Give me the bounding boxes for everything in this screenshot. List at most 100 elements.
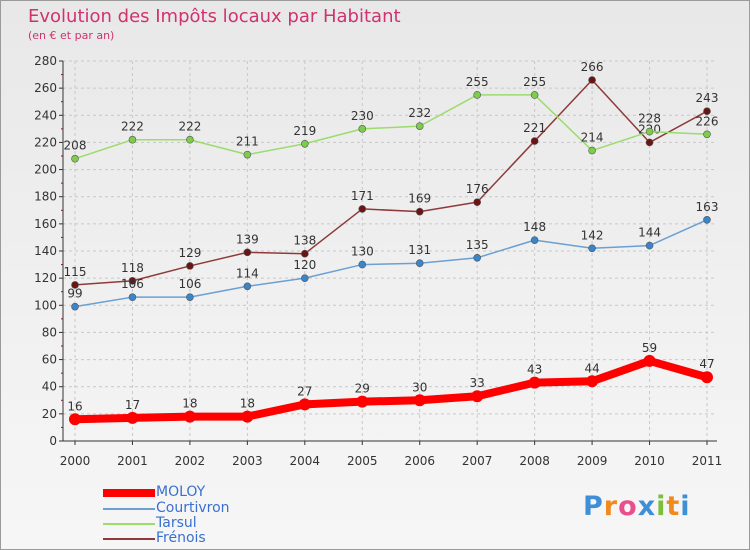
data-point-moloy [701, 371, 713, 384]
x-tick-label: 2003 [232, 454, 263, 468]
data-point-courtivron [186, 293, 194, 301]
data-label-tarsul: 219 [293, 124, 316, 138]
y-tick-label: 200 [34, 163, 57, 177]
data-point-frenois [530, 137, 539, 145]
data-point-moloy [126, 411, 139, 424]
data-point-tarsul [415, 122, 424, 130]
data-point-tarsul [645, 127, 654, 136]
data-label-frenois: 221 [523, 121, 546, 135]
x-tick-label: 2011 [692, 454, 723, 468]
logo-letter: i [656, 491, 667, 522]
data-point-courtivron [128, 293, 137, 301]
data-point-courtivron [358, 260, 367, 269]
data-point-frenois [473, 198, 481, 206]
data-point-courtivron [243, 282, 252, 291]
data-point-tarsul [473, 91, 481, 99]
data-label-courtivron: 106 [121, 277, 144, 291]
data-label-tarsul: 211 [236, 135, 259, 149]
data-label-courtivron: 144 [638, 226, 661, 240]
data-label-moloy: 27 [297, 384, 312, 398]
data-label-tarsul: 232 [408, 106, 431, 120]
data-label-tarsul: 222 [121, 120, 144, 134]
data-point-moloy [183, 410, 196, 423]
data-label-moloy: 29 [355, 382, 370, 396]
series-line-courtivron [74, 219, 708, 308]
x-tick-label: 2001 [117, 454, 148, 468]
y-tick-label: 120 [34, 271, 57, 285]
data-label-frenois: 118 [121, 261, 144, 275]
data-point-moloy [528, 376, 541, 389]
data-label-tarsul: 226 [696, 114, 719, 128]
legend-label-frenois: Frénois [156, 530, 206, 546]
data-point-tarsul [703, 130, 711, 139]
legend-swatch-courtivron [103, 508, 155, 510]
data-point-courtivron [71, 302, 79, 311]
legend-item-courtivron: Courtivron [103, 500, 363, 517]
series-line-moloy [71, 356, 711, 424]
proxiti-logo: Proxiti [583, 491, 691, 522]
logo-letter: t [666, 491, 681, 522]
data-point-frenois [71, 281, 79, 289]
logo-letter: i [680, 491, 691, 522]
data-label-tarsul: 255 [523, 75, 546, 89]
chart-subtitle: (en € et par an) [28, 29, 115, 42]
data-label-moloy: 33 [470, 376, 485, 390]
x-tick-label: 2002 [175, 454, 206, 468]
data-point-courtivron [415, 259, 424, 268]
data-label-moloy: 18 [182, 397, 197, 411]
data-point-frenois [128, 277, 137, 285]
y-tick-label: 60 [42, 353, 57, 367]
legend-swatch-frenois [103, 538, 155, 540]
data-point-moloy [298, 398, 311, 411]
series-line-tarsul [74, 94, 708, 160]
data-point-tarsul [588, 146, 596, 155]
data-point-tarsul [358, 125, 367, 133]
data-point-courtivron [703, 215, 711, 224]
logo-letter: r [603, 491, 619, 522]
data-label-moloy: 18 [240, 397, 255, 411]
legend-label-courtivron: Courtivron [156, 500, 230, 516]
logo-letter: P [583, 491, 604, 522]
data-label-frenois: 129 [178, 246, 201, 260]
x-tick-label: 2004 [290, 454, 321, 468]
data-label-frenois: 176 [466, 182, 489, 196]
y-tick-label: 180 [34, 190, 57, 204]
data-point-tarsul [243, 150, 252, 159]
data-label-courtivron: 142 [581, 228, 604, 242]
data-label-tarsul: 230 [351, 109, 374, 123]
data-point-frenois [186, 262, 194, 270]
data-label-frenois: 138 [293, 234, 316, 248]
x-tick-label: 2010 [634, 454, 665, 468]
y-tick-label: 160 [34, 217, 57, 231]
data-label-moloy: 16 [67, 399, 82, 413]
y-tick-label: 40 [42, 380, 57, 394]
data-label-courtivron: 163 [696, 200, 719, 214]
y-tick-label: 100 [34, 298, 57, 312]
data-label-courtivron: 120 [293, 258, 316, 272]
data-point-frenois [415, 207, 424, 216]
legend-swatch-moloy [103, 489, 155, 497]
logo-letter: x [637, 491, 657, 522]
data-label-courtivron: 114 [236, 266, 259, 280]
data-point-courtivron [473, 253, 481, 262]
data-point-frenois [645, 138, 654, 147]
data-point-moloy [471, 390, 484, 403]
data-label-courtivron: 148 [523, 220, 546, 234]
y-tick-label: 140 [34, 244, 57, 258]
data-point-frenois [588, 76, 596, 84]
y-tick-label: 20 [42, 407, 57, 421]
y-tick-label: 0 [49, 434, 57, 448]
data-label-courtivron: 130 [351, 245, 374, 259]
data-point-tarsul [71, 154, 79, 163]
data-point-frenois [301, 249, 309, 258]
y-tick-label: 240 [34, 108, 57, 122]
data-label-frenois: 169 [408, 192, 431, 206]
data-point-courtivron [645, 241, 654, 250]
legend-item-frenois: Frénois [103, 530, 363, 547]
data-label-courtivron: 135 [466, 238, 489, 252]
legend-label-tarsul: Tarsul [156, 515, 197, 531]
data-label-tarsul: 214 [581, 131, 604, 145]
data-point-moloy [241, 410, 254, 423]
data-label-tarsul: 255 [466, 75, 489, 89]
